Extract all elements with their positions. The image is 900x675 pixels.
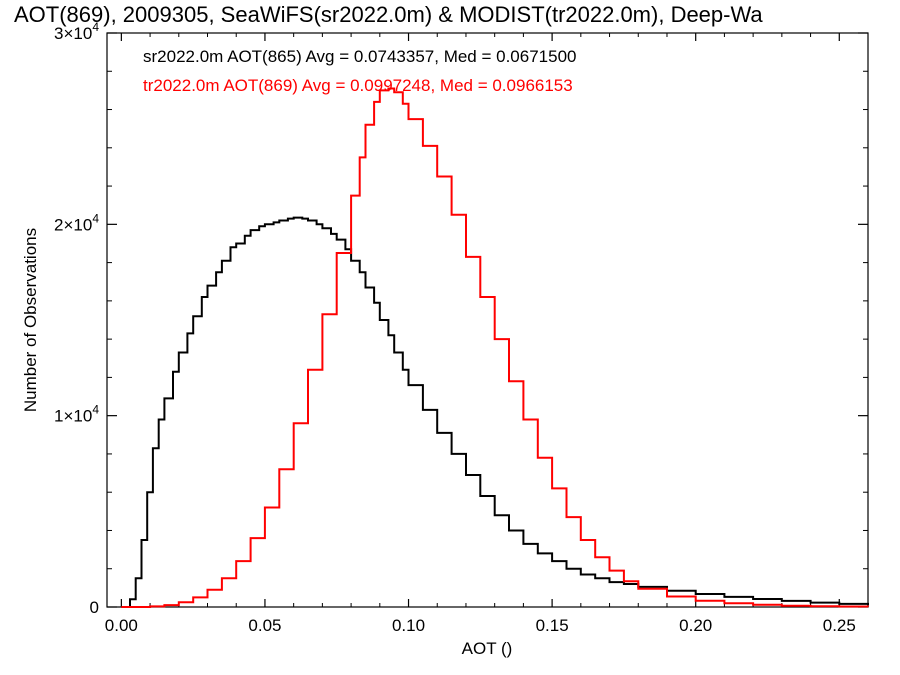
y-tick-label: 1×104 bbox=[54, 403, 99, 426]
x-axis-label: AOT () bbox=[462, 639, 513, 658]
y-tick-label-base: 1×10 bbox=[54, 407, 92, 426]
x-tick-label: 0.05 bbox=[248, 616, 281, 635]
chart-title: AOT(869), 2009305, SeaWiFS(sr2022.0m) & … bbox=[14, 2, 763, 27]
y-tick-label: 2×104 bbox=[54, 211, 99, 234]
plot-frame bbox=[106, 32, 869, 608]
y-tick-label-exponent: 4 bbox=[92, 403, 99, 417]
y-tick-label-base: 3×10 bbox=[54, 24, 92, 43]
x-tick-label: 0.00 bbox=[105, 616, 138, 635]
x-tick-label: 0.25 bbox=[823, 616, 856, 635]
series-line-sr2022 bbox=[121, 216, 869, 608]
y-tick-label-exponent: 4 bbox=[92, 211, 99, 225]
legend-entry-sr2022: sr2022.0m AOT(865) Avg = 0.0743357, Med … bbox=[143, 47, 577, 66]
legend-entry-tr2022: tr2022.0m AOT(869) Avg = 0.0997248, Med … bbox=[143, 76, 573, 95]
y-tick-label-exponent: 4 bbox=[92, 20, 99, 34]
x-tick-label: 0.10 bbox=[392, 616, 425, 635]
x-tick-label: 0.15 bbox=[536, 616, 569, 635]
y-axis-label: Number of Observations bbox=[21, 228, 40, 412]
y-tick-label-base: 0 bbox=[90, 598, 99, 617]
y-tick-label: 3×104 bbox=[54, 20, 99, 43]
y-tick-label: 0 bbox=[90, 598, 99, 617]
series-line-tr2022 bbox=[121, 87, 869, 608]
legend: sr2022.0m AOT(865) Avg = 0.0743357, Med … bbox=[143, 47, 577, 95]
series-lines bbox=[121, 87, 869, 608]
x-tick-label: 0.20 bbox=[679, 616, 712, 635]
y-tick-label-base: 2×10 bbox=[54, 215, 92, 234]
